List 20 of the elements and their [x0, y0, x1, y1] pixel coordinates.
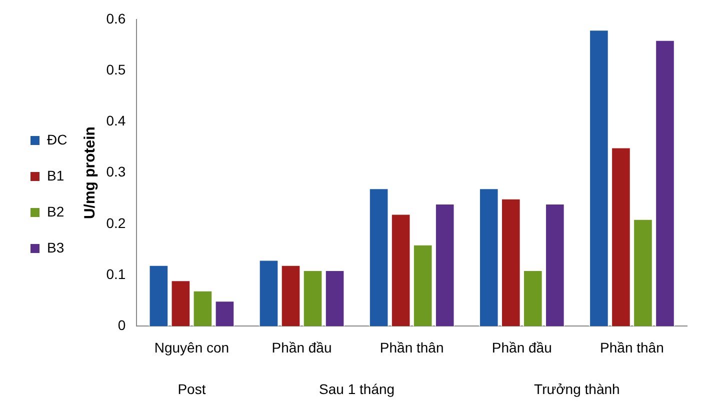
y-axis-title: U/mg protein: [81, 126, 98, 220]
x-tick-label: Phần đầu: [272, 339, 332, 356]
y-tick-label: 0.1: [106, 266, 126, 282]
y-tick-label: 0.2: [106, 214, 126, 231]
legend-label: B3: [47, 239, 64, 256]
legend-label: B2: [47, 203, 64, 220]
legend-label: B1: [47, 167, 64, 184]
text: Sau 1 tháng: [319, 380, 395, 397]
y-tick-label: 0.3: [106, 164, 126, 180]
x-tick-label: Phần đầu: [492, 339, 552, 356]
text: Trưởng thành: [534, 380, 620, 397]
y-tick-label: 0.4: [106, 112, 126, 129]
y-tick-label: 0.6: [106, 10, 126, 26]
x-tick-label: Nguyên con: [154, 339, 230, 356]
y-tick-label: 0: [118, 317, 126, 334]
x-tick-label: Phần thân: [600, 339, 664, 356]
legend-label: ĐC: [47, 131, 68, 148]
text: Post: [178, 380, 206, 397]
x-tick-label: Phần thân: [380, 339, 444, 356]
y-tick-label: 0.5: [106, 61, 126, 78]
